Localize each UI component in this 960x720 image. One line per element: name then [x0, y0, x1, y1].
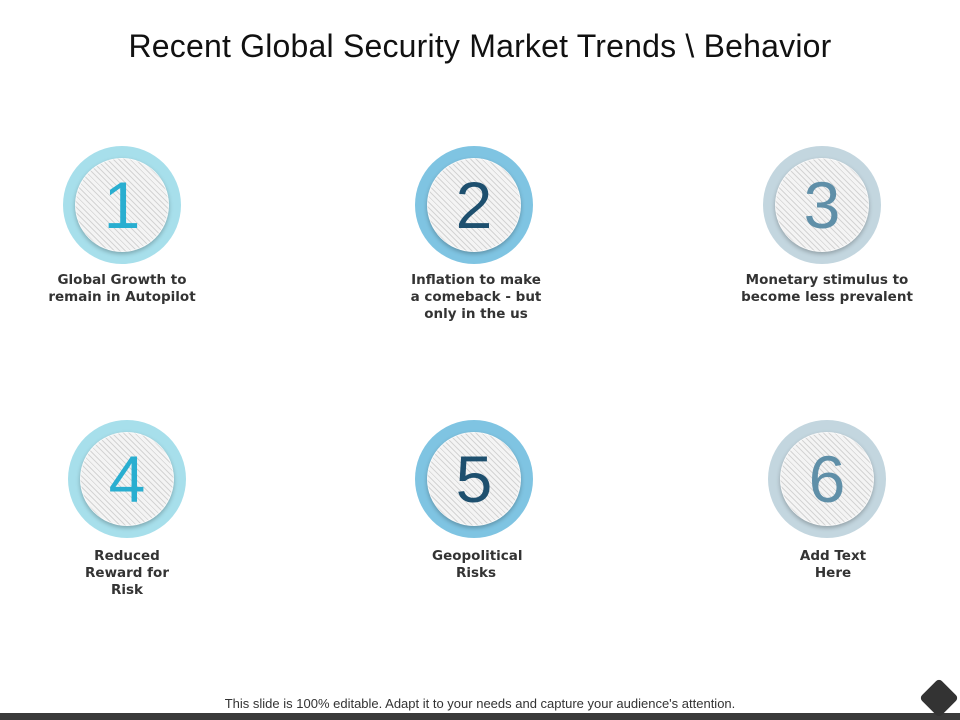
badge-number: 4 [108, 442, 146, 516]
badge-number: 2 [455, 168, 493, 242]
trend-label: Geopolitical Risks [432, 548, 523, 581]
badge-number: 1 [103, 168, 141, 242]
badge-disc [775, 158, 869, 252]
badge-number: 5 [455, 442, 493, 516]
trend-label: Inflation to make a comeback - but only … [410, 272, 542, 322]
bottom-bar [0, 713, 960, 720]
badge-disc [427, 158, 521, 252]
number-badge: 6 [768, 420, 886, 538]
badge-number: 6 [808, 442, 846, 516]
badge-disc [80, 432, 174, 526]
slide-title: Recent Global Security Market Trends \ B… [128, 28, 832, 64]
badge-disc [780, 432, 874, 526]
number-badge: 3 [763, 146, 881, 264]
trend-label: Global Growth to remain in Autopilot [48, 272, 196, 305]
number-badge: 1 [63, 146, 181, 264]
trend-label: Reduced Reward for Risk [85, 548, 169, 598]
trend-label: Monetary stimulus to become less prevale… [741, 272, 913, 305]
number-badge: 5 [415, 420, 533, 538]
footer-note: This slide is 100% editable. Adapt it to… [224, 696, 736, 711]
badge-disc [427, 432, 521, 526]
badge-disc [75, 158, 169, 252]
number-badge: 2 [415, 146, 533, 264]
trend-label: Add Text Here [799, 548, 867, 581]
badge-number: 3 [803, 168, 841, 242]
number-badge: 4 [68, 420, 186, 538]
diamond-icon [919, 678, 959, 718]
